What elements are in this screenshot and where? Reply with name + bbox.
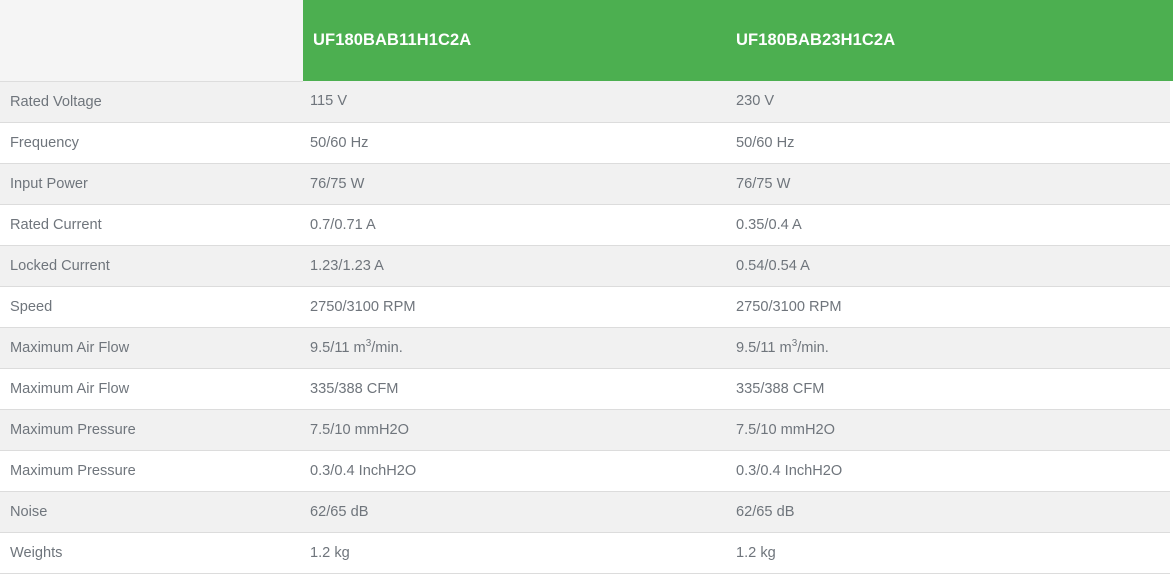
spec-value-model-1: 115 V [303, 81, 726, 123]
spec-value-model-1: 335/388 CFM [303, 368, 726, 410]
spec-label: Rated Current [0, 204, 303, 246]
spec-label: Speed [0, 286, 303, 328]
spec-value-model-1: 1.2 kg [303, 532, 726, 574]
spec-value-model-2: 7.5/10 mmH2O [726, 409, 1170, 451]
spec-label: Noise [0, 491, 303, 533]
table-row: Noise 62/65 dB 62/65 dB [0, 491, 1173, 533]
table-row: Locked Current 1.23/1.23 A 0.54/0.54 A [0, 245, 1173, 287]
table-row: Rated Current 0.7/0.71 A 0.35/0.4 A [0, 204, 1173, 246]
row-edge-padding [1170, 286, 1173, 327]
row-edge-padding [1170, 245, 1173, 286]
table-row: Maximum Air Flow 9.5/11 m3/min. 9.5/11 m3/… [0, 327, 1173, 369]
header-row: UF180BAB11H1C2A UF180BAB23H1C2A [0, 0, 1173, 82]
spec-value-model-1: 2750/3100 RPM [303, 286, 726, 328]
spec-value-model-2: 0.54/0.54 A [726, 245, 1170, 287]
header-edge-padding [1170, 0, 1173, 81]
spec-value-model-2: 50/60 Hz [726, 122, 1170, 164]
spec-label: Weights [0, 532, 303, 574]
spec-value-model-1: 50/60 Hz [303, 122, 726, 164]
table-row: Weights 1.2 kg 1.2 kg [0, 532, 1173, 574]
model-2-name: UF180BAB23H1C2A [736, 31, 896, 49]
table-row: Input Power 76/75 W 76/75 W [0, 163, 1173, 205]
spec-label: Maximum Air Flow [0, 327, 303, 369]
row-edge-padding [1170, 81, 1173, 122]
spec-value-model-2: 230 V [726, 81, 1170, 123]
spec-value-model-1: 1.23/1.23 A [303, 245, 726, 287]
spec-label: Input Power [0, 163, 303, 205]
row-edge-padding [1170, 491, 1173, 532]
spec-value-model-2: 335/388 CFM [726, 368, 1170, 410]
row-edge-padding [1170, 122, 1173, 163]
row-edge-padding [1170, 368, 1173, 409]
table-row: Maximum Pressure 7.5/10 mmH2O 7.5/10 mmH2O [0, 409, 1173, 451]
spec-value-model-2: 62/65 dB [726, 491, 1170, 533]
spec-label: Maximum Air Flow [0, 368, 303, 410]
table-row: Maximum Pressure 0.3/0.4 InchH2O 0.3/0.4 I… [0, 450, 1173, 492]
spec-value-model-2: 0.3/0.4 InchH2O [726, 450, 1170, 492]
row-edge-padding [1170, 163, 1173, 204]
row-edge-padding [1170, 204, 1173, 245]
table-body: Rated Voltage 115 V 230 V Frequency 50/60 Hz… [0, 81, 1173, 574]
header-cell-model-2: UF180BAB23H1C2A [726, 0, 1170, 81]
header-cell-model-1: UF180BAB11H1C2A [303, 0, 726, 81]
spec-value-model-2: 76/75 W [726, 163, 1170, 205]
row-edge-padding [1170, 409, 1173, 450]
row-edge-padding [1170, 450, 1173, 491]
table-row: Speed 2750/3100 RPM 2750/3100 RPM [0, 286, 1173, 328]
spec-value-model-2: 0.35/0.4 A [726, 204, 1170, 246]
spec-label: Maximum Pressure [0, 409, 303, 451]
spec-label: Locked Current [0, 245, 303, 287]
spec-value-model-1: 0.3/0.4 InchH2O [303, 450, 726, 492]
table-row: Rated Voltage 115 V 230 V [0, 81, 1173, 123]
row-edge-padding [1170, 532, 1173, 573]
table-row: Maximum Air Flow 335/388 CFM 335/388 CFM [0, 368, 1173, 410]
model-1-name: UF180BAB11H1C2A [313, 31, 472, 49]
spec-value-model-1: 62/65 dB [303, 491, 726, 533]
spec-value-model-1: 76/75 W [303, 163, 726, 205]
spec-value-model-1: 9.5/11 m3/min. [303, 327, 726, 369]
spec-label: Maximum Pressure [0, 450, 303, 492]
spec-label: Frequency [0, 122, 303, 164]
header-cell-label-column [0, 0, 303, 82]
spec-value-model-1: 0.7/0.71 A [303, 204, 726, 246]
table-row: Frequency 50/60 Hz 50/60 Hz [0, 122, 1173, 164]
spec-value-model-2: 1.2 kg [726, 532, 1170, 574]
row-edge-padding [1170, 327, 1173, 368]
spec-value-model-1: 7.5/10 mmH2O [303, 409, 726, 451]
table-header: UF180BAB11H1C2A UF180BAB23H1C2A [0, 0, 1173, 82]
spec-value-model-2: 9.5/11 m3/min. [726, 327, 1170, 369]
spec-label: Rated Voltage [0, 81, 303, 123]
spec-value-model-2: 2750/3100 RPM [726, 286, 1170, 328]
